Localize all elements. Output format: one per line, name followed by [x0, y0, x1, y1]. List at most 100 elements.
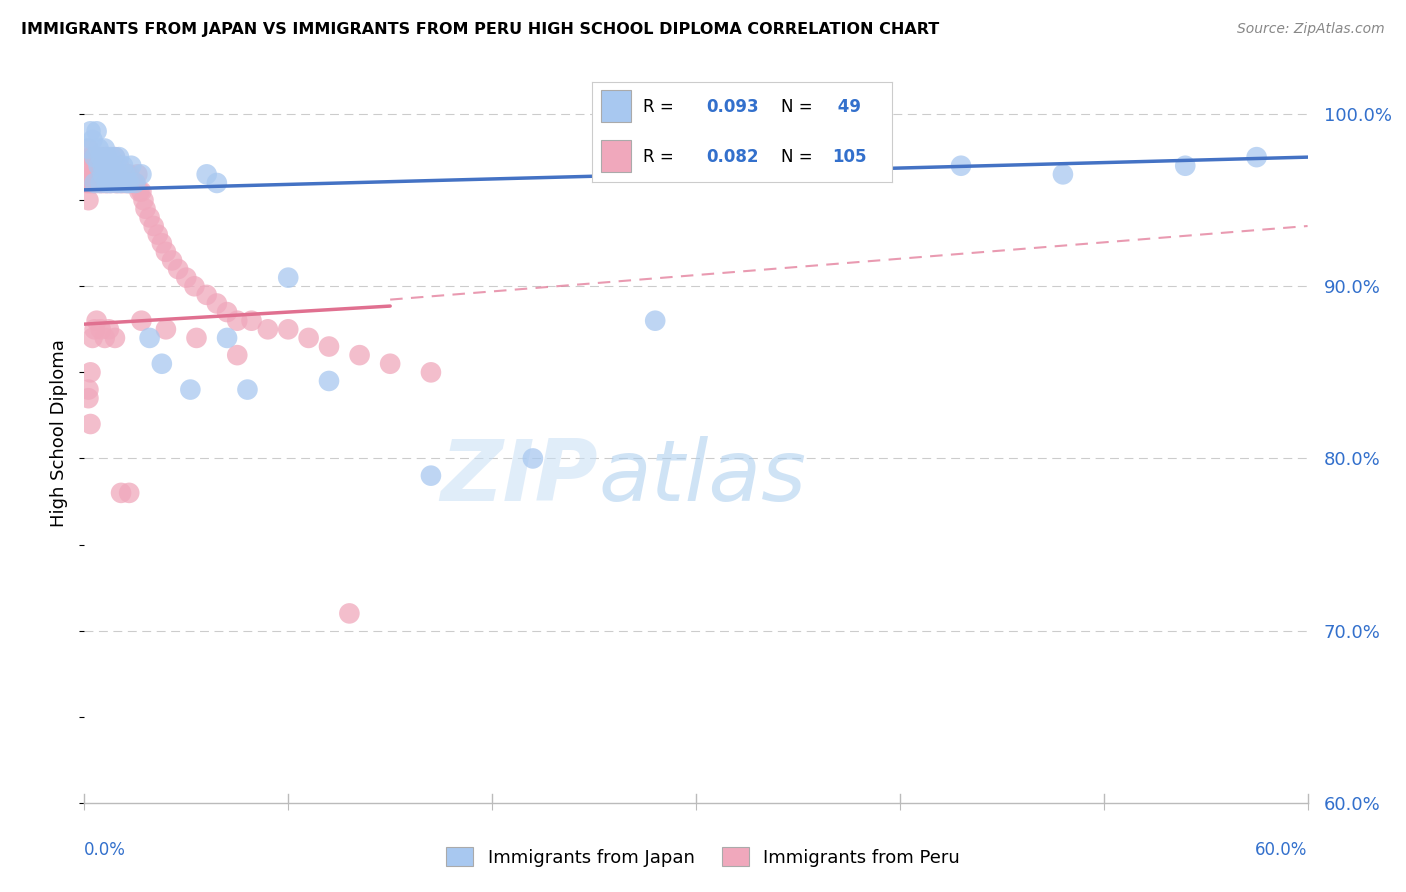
Point [100, 159, 122, 173]
Point [91, 159, 114, 173]
Point [79, 417, 101, 431]
Point [1174, 159, 1197, 173]
Point [257, 322, 280, 336]
Point [91, 150, 114, 164]
Point [226, 348, 249, 362]
Point [77, 142, 100, 156]
Point [183, 279, 205, 293]
Point [420, 468, 443, 483]
Point [79, 150, 101, 164]
Point [93, 176, 115, 190]
Point [104, 150, 127, 164]
Point [100, 150, 122, 164]
Point [86, 159, 108, 173]
Point [226, 314, 249, 328]
Text: atlas: atlas [598, 435, 806, 518]
Point [110, 176, 132, 190]
Point [91, 159, 114, 173]
Point [131, 185, 153, 199]
Point [93, 159, 115, 173]
Point [93, 159, 115, 173]
Point [236, 383, 259, 397]
Point [93, 142, 115, 156]
Point [87, 159, 110, 173]
Point [112, 176, 135, 190]
Point [100, 176, 122, 190]
Point [138, 211, 160, 225]
Point [105, 167, 128, 181]
Point [118, 176, 141, 190]
Point [97, 176, 120, 190]
Point [108, 150, 131, 164]
Point [339, 607, 361, 621]
Point [77, 176, 100, 190]
Point [174, 270, 197, 285]
Text: Source: ZipAtlas.com: Source: ZipAtlas.com [1237, 22, 1385, 37]
Point [420, 365, 443, 379]
Point [97, 322, 120, 336]
Point [104, 167, 127, 181]
Point [277, 270, 299, 285]
Point [167, 262, 190, 277]
Point [96, 150, 118, 164]
Point [77, 391, 100, 405]
Point [160, 253, 183, 268]
Point [869, 159, 891, 173]
Point [205, 176, 228, 190]
Point [112, 167, 135, 181]
Point [83, 176, 105, 190]
Point [217, 305, 239, 319]
Point [77, 383, 100, 397]
Point [75, 159, 97, 173]
Point [90, 159, 112, 173]
Point [1052, 167, 1074, 181]
Point [97, 167, 120, 181]
Point [108, 159, 131, 173]
Point [87, 142, 110, 156]
Point [142, 219, 165, 233]
Point [132, 193, 155, 207]
Text: IMMIGRANTS FROM JAPAN VS IMMIGRANTS FROM PERU HIGH SCHOOL DIPLOMA CORRELATION CH: IMMIGRANTS FROM JAPAN VS IMMIGRANTS FROM… [21, 22, 939, 37]
Text: ZIP: ZIP [440, 435, 598, 518]
Point [298, 331, 321, 345]
Point [118, 176, 141, 190]
Point [96, 176, 118, 190]
Point [150, 357, 173, 371]
Point [79, 176, 101, 190]
Point [128, 185, 150, 199]
Point [155, 244, 177, 259]
Point [93, 167, 115, 181]
Point [91, 176, 114, 190]
Point [114, 167, 136, 181]
Point [93, 331, 115, 345]
Legend: Immigrants from Japan, Immigrants from Peru: Immigrants from Japan, Immigrants from P… [439, 840, 967, 874]
Point [318, 339, 340, 353]
Point [217, 331, 239, 345]
Point [105, 167, 128, 181]
Point [82, 159, 104, 173]
Point [86, 314, 108, 328]
Point [179, 383, 201, 397]
Point [522, 451, 544, 466]
Point [82, 133, 104, 147]
Point [87, 176, 110, 190]
Point [950, 159, 973, 173]
Point [86, 124, 108, 138]
Point [124, 176, 146, 190]
Point [96, 150, 118, 164]
Point [318, 374, 340, 388]
Point [105, 176, 128, 190]
Point [101, 167, 124, 181]
Point [90, 322, 112, 336]
Point [138, 331, 160, 345]
Point [104, 331, 127, 345]
Point [79, 167, 101, 181]
Point [90, 176, 112, 190]
Point [83, 150, 105, 164]
Point [1246, 150, 1268, 164]
Point [131, 314, 153, 328]
Point [77, 142, 100, 156]
Point [87, 159, 110, 173]
Point [186, 331, 208, 345]
Point [83, 167, 105, 181]
